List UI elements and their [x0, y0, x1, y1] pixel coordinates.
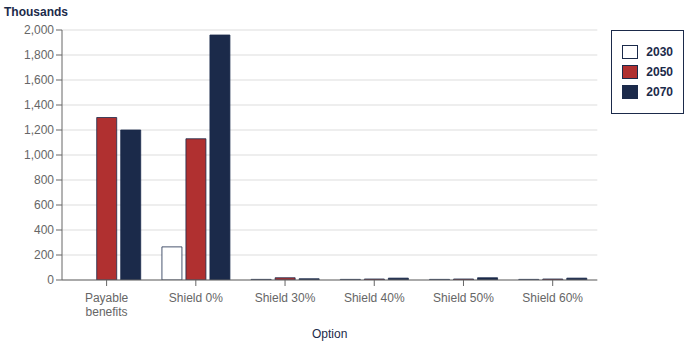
svg-text:Shield 0%: Shield 0%: [169, 291, 223, 305]
svg-text:800: 800: [34, 173, 54, 187]
svg-text:Shield 30%: Shield 30%: [255, 291, 316, 305]
svg-text:1,000: 1,000: [24, 148, 54, 162]
svg-text:Shield 40%: Shield 40%: [344, 291, 405, 305]
svg-text:200: 200: [34, 248, 54, 262]
svg-text:1,400: 1,400: [24, 98, 54, 112]
svg-text:Thousands: Thousands: [8, 5, 68, 19]
html-text:2030: 2030: [646, 45, 673, 59]
svg-text:Shield 60%: Shield 60%: [522, 291, 583, 305]
svg-text:Option: Option: [312, 327, 347, 341]
svg-text:1,600: 1,600: [24, 73, 54, 87]
svg-text:2,000: 2,000: [24, 23, 54, 37]
svg-text:Payablebenefits: Payablebenefits: [85, 291, 129, 319]
svg-text:400: 400: [34, 223, 54, 237]
svg-text:Shield 50%: Shield 50%: [433, 291, 494, 305]
html-text:2050: 2050: [646, 65, 673, 79]
html-text:2070: 2070: [646, 85, 673, 99]
svg-text:0: 0: [47, 273, 54, 287]
svg-text:1,800: 1,800: [24, 48, 54, 62]
svg-text:600: 600: [34, 198, 54, 212]
svg-text:1,200: 1,200: [24, 123, 54, 137]
